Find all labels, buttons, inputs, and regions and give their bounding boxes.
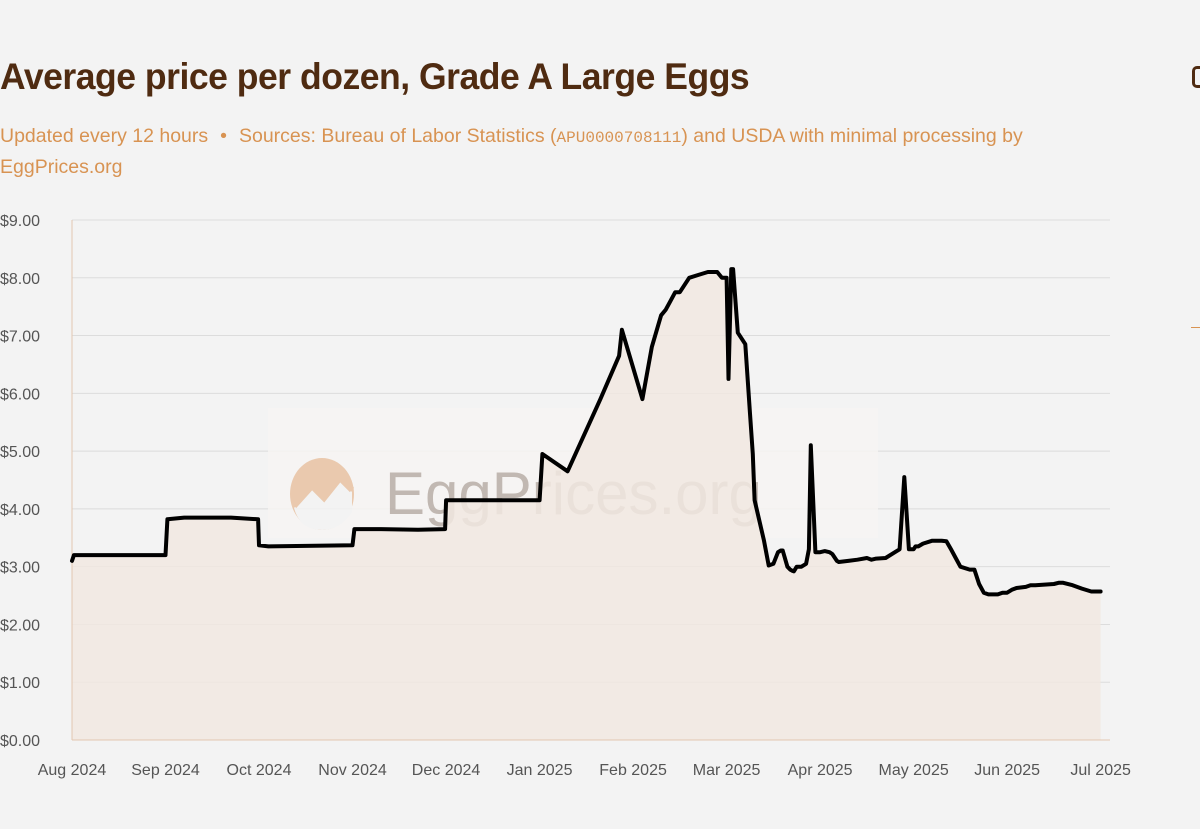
x-tick-label: Dec 2024 [412, 762, 481, 779]
price-area-fill [72, 269, 1101, 740]
y-tick-label: $8.00 [0, 271, 40, 288]
x-tick-label: May 2025 [878, 762, 948, 779]
x-tick-label: Nov 2024 [318, 762, 387, 779]
chart-subtitle: Updated every 12 hours • Sources: Bureau o… [0, 122, 1150, 182]
x-tick-label: Jan 2025 [507, 762, 573, 779]
x-tick-label: Feb 2025 [599, 762, 667, 779]
x-tick-label: Jun 2025 [974, 762, 1040, 779]
y-tick-label: $0.00 [0, 733, 40, 750]
y-tick-label: $7.00 [0, 329, 40, 346]
y-tick-label: $2.00 [0, 617, 40, 634]
y-tick-label: $3.00 [0, 560, 40, 577]
chart-title: Average price per dozen, Grade A Large E… [0, 56, 750, 97]
price-chart: EggPrices.org $0.00$1.00$2.00$3.00$4.00$… [0, 213, 1131, 779]
x-tick-label: Apr 2025 [788, 762, 853, 779]
y-axis-labels: $0.00 $1.00 $2.00 $3.00 $4.00 $5.00 $6.00 $7.00… [0, 213, 40, 750]
y-tick-label: $6.00 [0, 386, 40, 403]
menu-icon[interactable] [1192, 66, 1200, 88]
egg-logo-icon [290, 458, 355, 530]
x-tick-label: Oct 2024 [227, 762, 292, 779]
y-tick-label: $4.00 [0, 502, 40, 519]
y-tick-label: $5.00 [0, 444, 40, 461]
update-frequency: Updated every 12 hours [0, 125, 209, 147]
sources-prefix: Sources: Bureau of Labor Statistics ( [238, 125, 557, 147]
y-tick-label: $1.00 [0, 675, 40, 692]
series-code: APU0000708111 [556, 129, 682, 147]
separator-dot: • [220, 125, 227, 147]
x-tick-label: Mar 2025 [693, 762, 761, 779]
price-series-line[interactable] [70, 267, 1103, 597]
axes [71, 220, 1110, 741]
side-marker [1191, 327, 1200, 328]
x-axis-labels: Aug 2024 Sep 2024 Oct 2024 Nov 2024 Dec 2024… [38, 762, 1131, 779]
x-tick-label: Aug 2024 [38, 762, 107, 779]
y-tick-label: $9.00 [0, 213, 40, 230]
x-tick-label: Jul 2025 [1070, 762, 1131, 779]
sources-suffix: ) and USDA with minimal processing by Eg… [0, 125, 1023, 178]
x-tick-label: Sep 2024 [131, 762, 200, 779]
